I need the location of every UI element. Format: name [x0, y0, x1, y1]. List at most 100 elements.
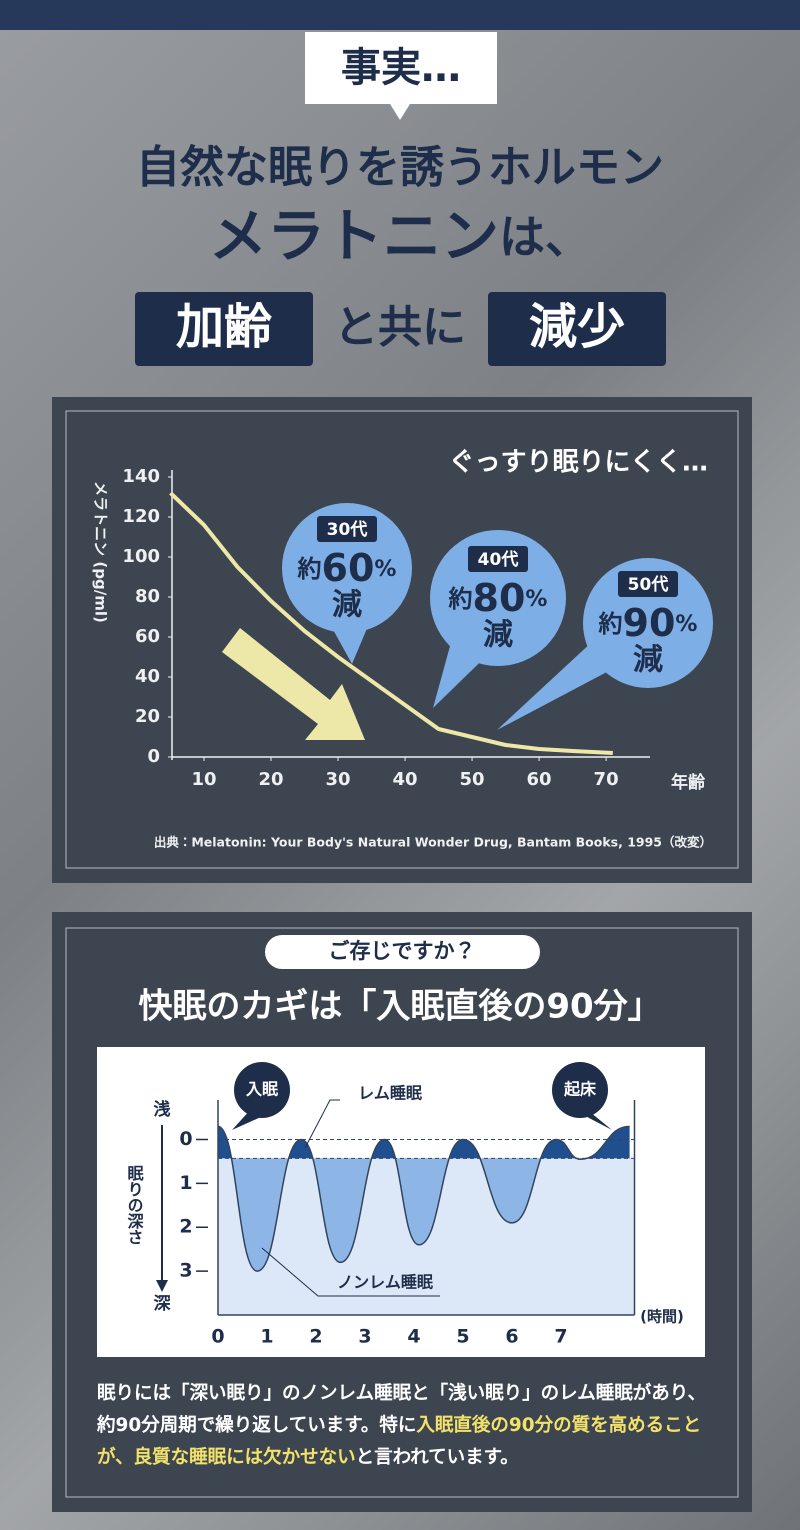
callout-unit: % [675, 612, 697, 637]
y-axis-label: 眠りの深さ [125, 1165, 144, 1245]
depth-curve [217, 1125, 630, 1272]
marker-label: 入眠 [245, 1080, 279, 1099]
x-tick-label: 60 [527, 769, 552, 790]
x-tick-label: 7 [554, 1326, 567, 1348]
badge [265, 935, 540, 969]
y-top-label: 浅 [154, 1099, 171, 1120]
non-rem-leader [261, 1247, 440, 1297]
y-tick-label: 60 [135, 626, 160, 647]
headline-particle: は、 [499, 210, 591, 264]
callout-tail [497, 646, 606, 730]
y-tick-label: 20 [135, 706, 160, 727]
callout-suffix: 減 [483, 618, 513, 653]
chart-title: ぐっすり眠りにくく… [449, 448, 708, 478]
y-bottom-label: 深 [154, 1294, 171, 1314]
tag: 事実… [341, 45, 461, 91]
marker-label: 起床 [563, 1080, 597, 1099]
callout-value: 約90% [598, 601, 698, 645]
y-axis-label: メラトニン (pg/ml) [92, 481, 110, 623]
callout-unit: % [525, 587, 547, 612]
body-text: と言われています。 [355, 1447, 519, 1468]
headline: 自然な眠りを誘うホルモン [136, 142, 664, 193]
panel-border [65, 927, 739, 1498]
body-text: 眠りには「深い眠り」のノンレム睡眠と「浅い眠り」のレム睡眠があり、約90分周期で… [97, 1383, 707, 1436]
callout-number: 90 [623, 601, 676, 645]
marker [552, 1062, 608, 1118]
y-tick-label: 120 [122, 506, 160, 527]
callout-prefix: 約 [297, 555, 322, 583]
y-tick-label: 1 [179, 1172, 192, 1194]
callout-label-box [618, 571, 678, 597]
x-axis-label: (時間) [640, 1308, 684, 1326]
marker [234, 1062, 290, 1118]
x-tick-label: 20 [258, 769, 283, 790]
callout-unit: % [374, 557, 396, 582]
rem-fill [218, 1126, 630, 1159]
callout-label: 50代 [628, 574, 669, 595]
x-tick-label: 4 [407, 1326, 420, 1348]
chart-title: 快眠のカギは「入眠直後の90分」 [138, 987, 661, 1027]
callout-suffix: 減 [633, 643, 663, 678]
keyword: 加齢 [176, 299, 272, 355]
callout [430, 530, 566, 666]
keyword-box [135, 292, 313, 366]
x-tick-label: 5 [456, 1326, 469, 1348]
callout-number: 60 [322, 546, 375, 590]
y-tick-label: 40 [135, 666, 160, 687]
callout-label: 40代 [478, 549, 519, 570]
x-axis-label: 年齢 [671, 772, 706, 793]
callout-suffix: 減 [332, 588, 362, 623]
callout-prefix: 約 [598, 610, 623, 638]
y-tick-label: 0 [179, 1128, 192, 1150]
keyword: 減少 [529, 299, 625, 355]
callout-label-box [468, 546, 528, 572]
y-tick-label: 2 [179, 1216, 192, 1238]
explanation: 眠りには「深い眠り」のノンレム睡眠と「浅い眠り」のレム睡眠があり、約90分周期で… [97, 1378, 712, 1474]
top-band [0, 0, 800, 30]
x-tick-label: 40 [393, 769, 418, 790]
x-tick-label: 3 [358, 1326, 371, 1348]
depth-arrow-head [156, 1280, 168, 1292]
x-tick-label: 70 [594, 769, 619, 790]
callout-value: 約60% [297, 546, 397, 590]
rem-leader [304, 1099, 340, 1149]
callout-tail [334, 630, 367, 664]
connector: と共に [334, 302, 466, 353]
tag-pointer [390, 104, 410, 120]
keyword-box [488, 292, 666, 366]
x-tick-label: 10 [191, 769, 216, 790]
y-tick-label: 140 [122, 466, 160, 487]
badge-text: ご存じですか？ [329, 939, 476, 963]
x-tick-label: 50 [460, 769, 485, 790]
y-tick-label: 100 [122, 546, 160, 567]
x-tick-label: 30 [326, 769, 351, 790]
y-tick-label: 0 [147, 746, 160, 767]
callout-number: 80 [473, 576, 526, 620]
trend-arrow [222, 628, 365, 740]
rem-label: レム睡眠 [358, 1084, 423, 1103]
callout [282, 503, 412, 633]
non-rem-label: ノンレム睡眠 [337, 1273, 434, 1292]
headline-word: メラトニン [209, 202, 499, 270]
callout-value: 約80% [448, 576, 548, 620]
headline-2: メラトニンは、 [209, 202, 591, 270]
y-tick-label: 80 [135, 586, 160, 607]
highlight-text: 入眠直後の90分の質を高めることが、良質な睡眠には欠かせない [97, 1415, 702, 1468]
x-tick-label: 0 [211, 1326, 224, 1348]
line [169, 491, 613, 755]
x-tick-label: 1 [260, 1326, 273, 1348]
callout-label-box [317, 516, 377, 542]
tag-box [305, 32, 497, 104]
callout-label: 30代 [327, 519, 368, 540]
source: 出典：Melatonin: Your Body's Natural Wonder… [154, 835, 712, 850]
callout-tail [433, 646, 479, 708]
deep-sleep-fill [218, 1158, 630, 1272]
x-tick-label: 6 [505, 1326, 518, 1348]
y-tick-label: 3 [179, 1260, 192, 1282]
panel-border [65, 410, 739, 869]
callout [583, 558, 713, 688]
callout-prefix: 約 [448, 585, 473, 613]
